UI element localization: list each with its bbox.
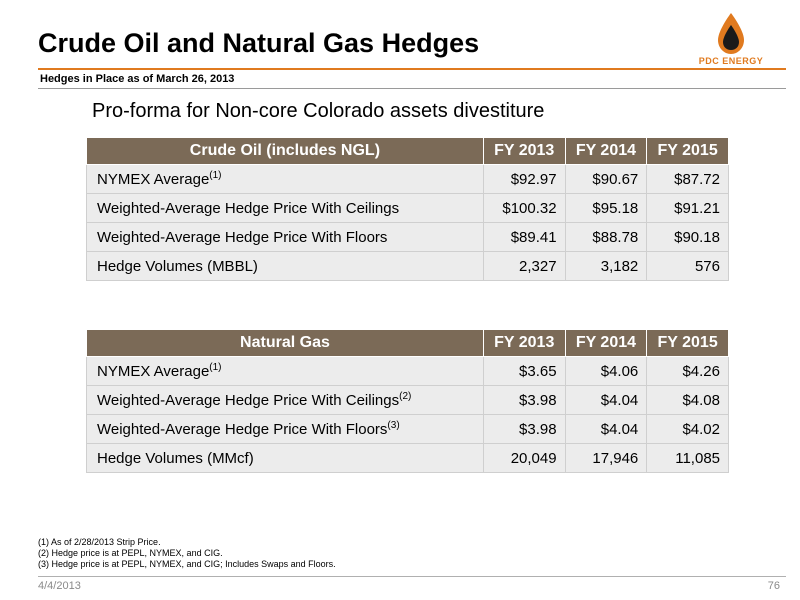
footnote: (1) As of 2/28/2013 Strip Price. xyxy=(38,537,161,547)
row-label: NYMEX Average(1) xyxy=(86,356,484,386)
column-header: FY 2014 xyxy=(564,329,648,357)
table-cell: $91.21 xyxy=(646,193,729,223)
table-cell: $4.08 xyxy=(646,385,729,415)
row-label: Weighted-Average Hedge Price With Ceilin… xyxy=(86,385,484,415)
table-row: Weighted-Average Hedge Price With Floors… xyxy=(86,222,729,252)
row-label: Weighted-Average Hedge Price With Floors xyxy=(86,222,484,252)
row-label: Weighted-Average Hedge Price With Ceilin… xyxy=(86,193,484,223)
table-cell: $3.98 xyxy=(482,385,566,415)
table-row: NYMEX Average(1) $3.65 $4.06 $4.26 xyxy=(86,356,729,386)
section-heading: Pro-forma for Non-core Colorado assets d… xyxy=(92,100,545,122)
row-label: Hedge Volumes (MBBL) xyxy=(86,251,484,281)
flame-drop-icon xyxy=(718,13,744,54)
table-cell: 20,049 xyxy=(482,443,566,473)
table-cell: $87.72 xyxy=(646,164,729,194)
column-header: FY 2014 xyxy=(564,137,648,165)
column-header: FY 2013 xyxy=(482,137,566,165)
footnote-marker: (2) xyxy=(399,390,412,402)
table-cell: $3.98 xyxy=(482,414,566,444)
table-cell: $100.32 xyxy=(482,193,566,223)
table-cell: $4.26 xyxy=(646,356,729,386)
footnotes: (1) As of 2/28/2013 Strip Price. (2) Hed… xyxy=(38,537,336,570)
table-cell: $4.06 xyxy=(564,356,648,386)
page-title: Crude Oil and Natural Gas Hedges xyxy=(38,28,480,58)
table-cell: $89.41 xyxy=(482,222,566,252)
column-header: Natural Gas xyxy=(86,329,484,357)
column-header: Crude Oil (includes NGL) xyxy=(86,137,484,165)
table-cell: 3,182 xyxy=(564,251,648,281)
table-row: Weighted-Average Hedge Price With Ceilin… xyxy=(86,193,729,223)
page-number: 76 xyxy=(767,580,780,592)
table-row: NYMEX Average(1) $92.97 $90.67 $87.72 xyxy=(86,164,729,194)
column-header: FY 2013 xyxy=(482,329,566,357)
footer-rule xyxy=(38,576,786,577)
header-rule xyxy=(38,68,786,70)
company-logo: PDC ENERGY xyxy=(676,12,786,68)
row-label: NYMEX Average(1) xyxy=(86,164,484,194)
table-row: Hedge Volumes (MMcf) 20,049 17,946 11,08… xyxy=(86,443,729,473)
row-label: Weighted-Average Hedge Price With Floors… xyxy=(86,414,484,444)
footnote-marker: (1) xyxy=(209,361,222,373)
natural-gas-table: Natural Gas FY 2013 FY 2014 FY 2015 NYME… xyxy=(86,329,729,473)
footnote-marker: (3) xyxy=(387,419,400,431)
table-cell: $88.78 xyxy=(564,222,648,252)
table-header-row: Crude Oil (includes NGL) FY 2013 FY 2014… xyxy=(86,137,729,165)
column-header: FY 2015 xyxy=(646,137,729,165)
page-subtitle: Hedges in Place as of March 26, 2013 xyxy=(40,73,235,85)
column-header: FY 2015 xyxy=(646,329,729,357)
table-cell: $4.04 xyxy=(564,385,648,415)
footnote-marker: (1) xyxy=(209,169,222,181)
logo-text: PDC ENERGY xyxy=(698,56,764,66)
table-cell: $92.97 xyxy=(482,164,566,194)
table-cell: $3.65 xyxy=(482,356,566,386)
table-cell: 2,327 xyxy=(482,251,566,281)
footnote: (2) Hedge price is at PEPL, NYMEX, and C… xyxy=(38,548,223,558)
table-cell: $90.18 xyxy=(646,222,729,252)
footer-date: 4/4/2013 xyxy=(38,580,81,592)
table-cell: $4.02 xyxy=(646,414,729,444)
table-cell: $95.18 xyxy=(564,193,648,223)
crude-oil-table: Crude Oil (includes NGL) FY 2013 FY 2014… xyxy=(86,137,729,281)
table-cell: 17,946 xyxy=(564,443,648,473)
footnote: (3) Hedge price is at PEPL, NYMEX, and C… xyxy=(38,559,336,569)
table-cell: 11,085 xyxy=(646,443,729,473)
table-row: Hedge Volumes (MBBL) 2,327 3,182 576 xyxy=(86,251,729,281)
table-cell: $90.67 xyxy=(564,164,648,194)
subtitle-rule xyxy=(38,88,786,89)
row-label: Hedge Volumes (MMcf) xyxy=(86,443,484,473)
table-row: Weighted-Average Hedge Price With Floors… xyxy=(86,414,729,444)
table-header-row: Natural Gas FY 2013 FY 2014 FY 2015 xyxy=(86,329,729,357)
table-cell: 576 xyxy=(646,251,729,281)
table-row: Weighted-Average Hedge Price With Ceilin… xyxy=(86,385,729,415)
table-cell: $4.04 xyxy=(564,414,648,444)
